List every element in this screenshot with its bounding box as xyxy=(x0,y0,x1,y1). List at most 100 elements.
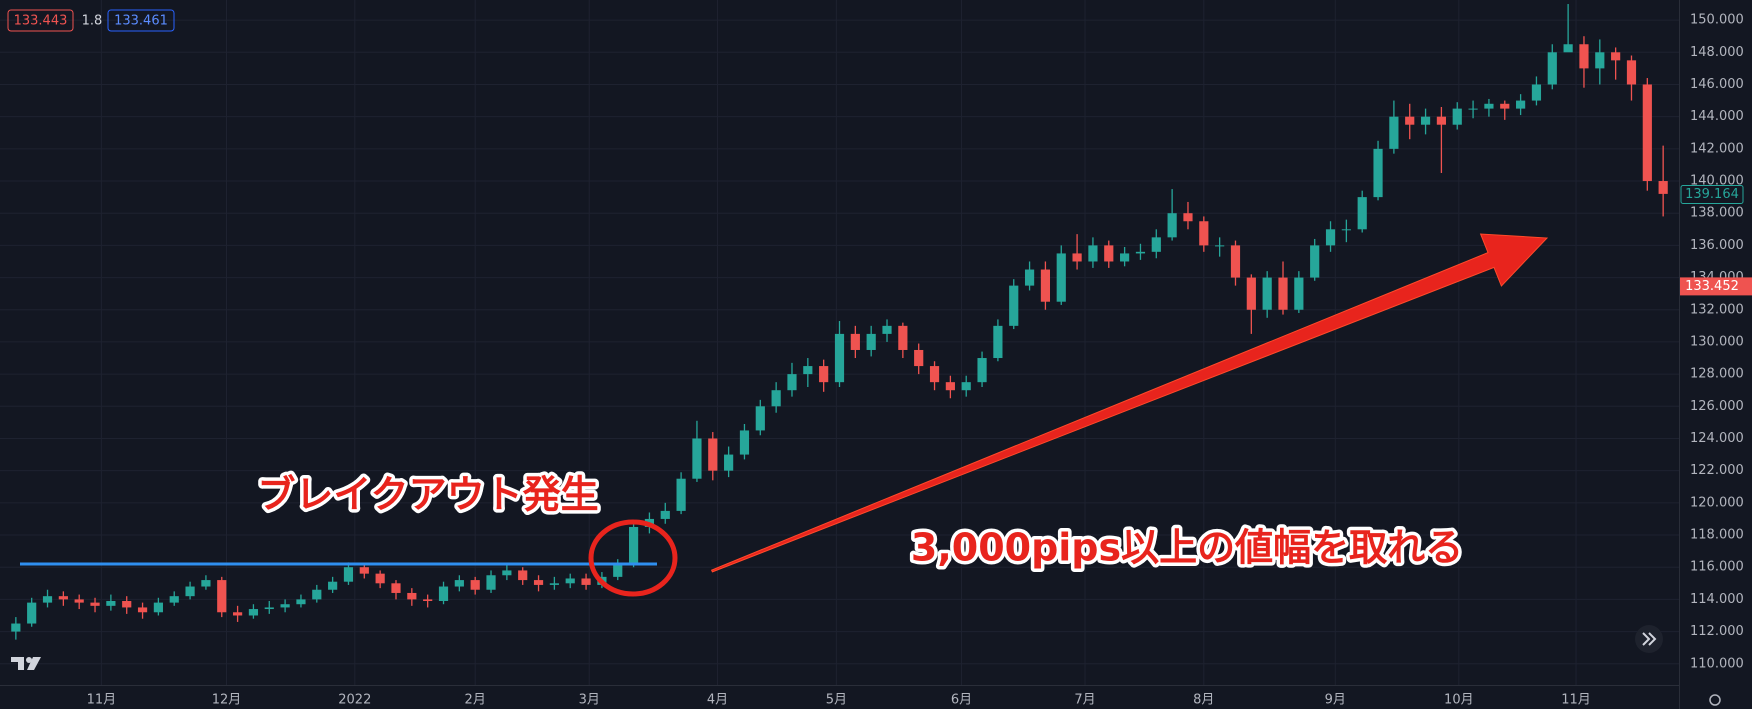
candle-body xyxy=(1547,52,1557,85)
candle-body xyxy=(1325,229,1336,246)
breakout-circle xyxy=(588,519,678,597)
candle-body xyxy=(1357,197,1367,230)
candle-body xyxy=(1563,44,1573,53)
y-tick-label: 150.000 xyxy=(1690,13,1744,28)
candle-body xyxy=(1056,253,1066,302)
candle-body xyxy=(407,592,417,600)
x-tick-label: 3月 xyxy=(579,693,600,708)
candle-body xyxy=(201,580,211,587)
y-tick-label: 132.000 xyxy=(1690,302,1744,317)
header-values: 133.443 1.8 133.461 xyxy=(7,9,175,32)
candle-body xyxy=(106,601,116,606)
x-tick-label: 8月 xyxy=(1193,693,1214,708)
candle-body xyxy=(803,366,813,375)
x-tick-label: 7月 xyxy=(1074,693,1095,708)
candle-body xyxy=(312,589,322,600)
candle-body xyxy=(328,581,338,590)
candle-body xyxy=(1183,213,1193,222)
candle-body xyxy=(1389,116,1399,149)
y-tick-label: 118.000 xyxy=(1690,528,1744,543)
candle-body xyxy=(359,567,369,574)
candle-body xyxy=(977,358,987,383)
y-tick-label: 112.000 xyxy=(1690,624,1744,639)
candle-body xyxy=(1072,253,1082,262)
candle-body xyxy=(11,623,21,632)
candle-body xyxy=(1230,245,1241,278)
candle-body xyxy=(1579,44,1589,69)
candle-body xyxy=(1120,253,1130,262)
x-tick-label: 9月 xyxy=(1325,693,1346,708)
logo-part xyxy=(11,657,24,670)
x-tick-label: 5月 xyxy=(826,693,847,708)
candle-body xyxy=(1135,251,1146,254)
candle-body xyxy=(90,602,100,606)
y-tick-label: 116.000 xyxy=(1690,560,1744,575)
annotation: ブレイクアウト発生 xyxy=(257,473,598,517)
y-tick-label: 140.000 xyxy=(1690,174,1744,189)
candle-body xyxy=(771,390,781,407)
candles xyxy=(11,4,1668,640)
candle-body xyxy=(1294,277,1304,310)
candle-body xyxy=(1500,103,1510,109)
y-tick-label: 144.000 xyxy=(1690,109,1744,124)
candle-body xyxy=(423,599,433,602)
settings-icon[interactable] xyxy=(1709,694,1721,706)
candle-body xyxy=(1310,245,1320,278)
candle-body xyxy=(375,573,385,584)
settings-button[interactable] xyxy=(1709,694,1721,706)
x-tick-label: 11月 xyxy=(87,693,117,708)
candle-body xyxy=(692,438,702,479)
candle-body xyxy=(1024,269,1035,286)
x-tick-label: 6月 xyxy=(951,693,972,708)
candle-body xyxy=(834,333,845,383)
candle-body xyxy=(613,563,623,577)
candle-body xyxy=(1199,221,1209,246)
candle-body xyxy=(1246,277,1256,310)
candle-body xyxy=(1531,84,1542,101)
candle-body xyxy=(470,580,480,590)
candle-body xyxy=(1516,100,1526,109)
x-tick-label: 2022 xyxy=(338,693,371,708)
candle-body xyxy=(185,586,195,597)
candle-body xyxy=(565,578,575,584)
candle-body xyxy=(819,366,829,383)
candle-body xyxy=(153,602,163,613)
y-tick-label: 130.000 xyxy=(1690,334,1744,349)
candle-body xyxy=(581,578,591,585)
header-value: 133.461 xyxy=(114,14,168,29)
candle-body xyxy=(961,382,971,391)
candle-body xyxy=(1642,84,1652,182)
x-tick-label: 4月 xyxy=(707,693,728,708)
scroll-button[interactable] xyxy=(1635,625,1663,653)
y-tick-label: 142.000 xyxy=(1690,141,1744,156)
annotation: 3,000pips以上の値幅を取れる xyxy=(911,526,1463,570)
candle-body xyxy=(945,382,955,391)
candle-body xyxy=(438,586,449,602)
candle-body xyxy=(850,333,860,350)
y-tick-label: 114.000 xyxy=(1690,592,1744,607)
last-price-label: 139.164 xyxy=(1685,187,1739,202)
candle-body xyxy=(217,580,227,613)
candle-body xyxy=(27,602,37,624)
header-box xyxy=(107,9,175,32)
candle-body xyxy=(660,510,670,519)
candle-body xyxy=(1040,269,1051,302)
candle-body xyxy=(486,575,496,590)
candle-body xyxy=(343,567,354,582)
candle-body xyxy=(882,325,892,334)
candle-body xyxy=(755,406,765,431)
candle-body xyxy=(628,526,639,564)
y-tick-label: 124.000 xyxy=(1690,431,1744,446)
x-tick-label: 2月 xyxy=(465,693,486,708)
candle-body xyxy=(502,570,512,576)
candle-body xyxy=(1405,116,1415,125)
candle-body xyxy=(1484,103,1494,109)
y-tick-label: 148.000 xyxy=(1690,45,1744,60)
x-tick-label: 12月 xyxy=(212,693,242,708)
scroll-icon xyxy=(1642,632,1657,646)
candle-body xyxy=(1167,213,1177,238)
candle-body xyxy=(233,612,243,616)
candle-body xyxy=(280,604,290,608)
logo-part xyxy=(26,657,32,663)
candle-body xyxy=(914,349,924,367)
